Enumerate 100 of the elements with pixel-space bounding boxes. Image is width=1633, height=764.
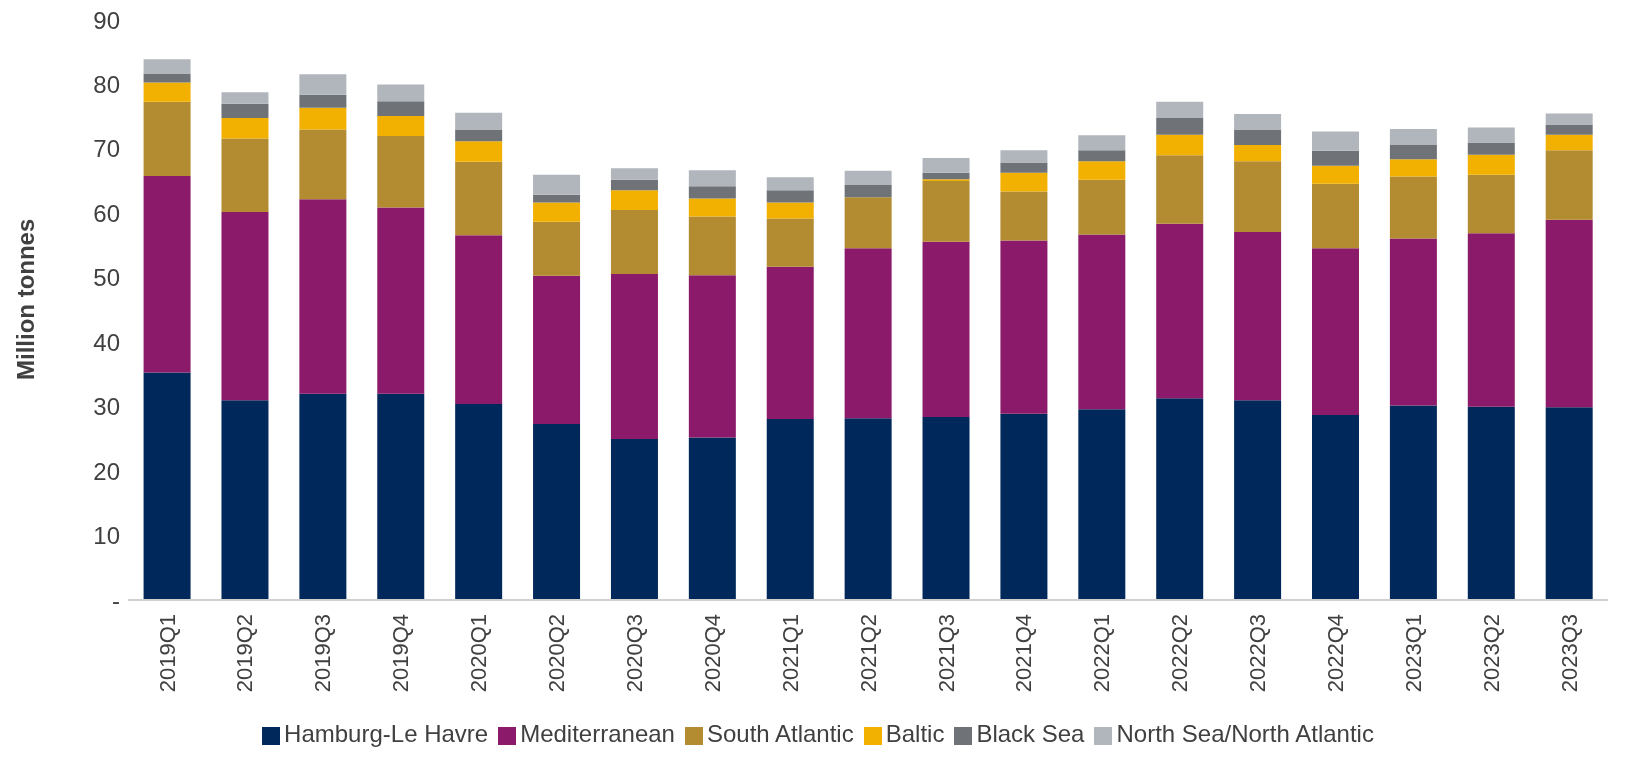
bar bbox=[922, 241, 970, 417]
bar bbox=[610, 438, 658, 600]
bar bbox=[688, 170, 736, 187]
bar bbox=[1545, 150, 1593, 220]
legend-label: Hamburg-Le Havre bbox=[284, 720, 489, 747]
legend-label: Black Sea bbox=[976, 720, 1085, 747]
x-tick-label: 2019Q3 bbox=[310, 614, 336, 693]
bar bbox=[1234, 161, 1282, 233]
bar bbox=[922, 416, 970, 600]
bar bbox=[610, 190, 658, 211]
bar bbox=[1545, 124, 1593, 135]
bar bbox=[1545, 407, 1593, 600]
bar bbox=[143, 175, 191, 373]
bar bbox=[1467, 233, 1515, 407]
x-tick-label: 2022Q4 bbox=[1322, 614, 1348, 693]
bar bbox=[299, 107, 347, 130]
bar bbox=[1156, 117, 1204, 135]
bar bbox=[1234, 114, 1282, 130]
bar bbox=[844, 184, 892, 198]
x-tick-label: 2020Q3 bbox=[621, 614, 647, 693]
y-tick-label: 40 bbox=[93, 328, 120, 356]
bar bbox=[1234, 145, 1282, 162]
bar bbox=[1000, 191, 1048, 241]
bar bbox=[610, 168, 658, 180]
bar bbox=[533, 194, 581, 203]
bar bbox=[1078, 234, 1126, 410]
bar bbox=[922, 157, 970, 173]
bar bbox=[221, 400, 269, 600]
bar bbox=[766, 190, 814, 203]
legend-label: Baltic bbox=[885, 720, 945, 747]
bar bbox=[922, 181, 970, 242]
bar bbox=[1467, 154, 1515, 175]
bar bbox=[1389, 128, 1437, 146]
bar bbox=[221, 92, 269, 104]
bar bbox=[221, 138, 269, 213]
bar bbox=[377, 207, 425, 394]
bar bbox=[533, 424, 581, 600]
bar bbox=[1000, 240, 1048, 414]
bar bbox=[1156, 155, 1204, 224]
bar bbox=[533, 174, 581, 195]
bar bbox=[844, 418, 892, 600]
x-tick-label: 2023Q3 bbox=[1556, 614, 1582, 693]
x-tick-label: 2019Q4 bbox=[388, 614, 414, 693]
bar bbox=[455, 235, 503, 405]
bar bbox=[610, 210, 658, 274]
bar bbox=[844, 170, 892, 185]
bar bbox=[1234, 129, 1282, 146]
bar bbox=[1312, 415, 1359, 600]
x-tick-label: 2020Q1 bbox=[466, 614, 492, 693]
bar bbox=[299, 94, 347, 108]
bar bbox=[766, 218, 814, 267]
bar bbox=[143, 82, 191, 102]
bar bbox=[844, 248, 892, 419]
bar bbox=[143, 101, 191, 176]
bar bbox=[455, 404, 503, 600]
bar bbox=[377, 84, 425, 102]
bar bbox=[299, 74, 347, 95]
x-tick-label: 2020Q2 bbox=[544, 614, 570, 693]
bar bbox=[143, 372, 191, 600]
bar bbox=[1389, 159, 1437, 177]
y-tick-label: 30 bbox=[93, 393, 120, 421]
bar bbox=[688, 198, 736, 217]
bar bbox=[299, 129, 347, 200]
bar bbox=[1389, 176, 1437, 239]
bar bbox=[844, 197, 892, 249]
bar bbox=[455, 161, 503, 236]
bar bbox=[610, 179, 658, 191]
bar bbox=[1545, 134, 1593, 151]
bar bbox=[455, 141, 503, 162]
y-tick-label: 90 bbox=[93, 6, 120, 34]
bar bbox=[143, 73, 191, 83]
bar bbox=[1389, 238, 1437, 406]
bar bbox=[299, 199, 347, 394]
y-tick-label: 10 bbox=[93, 522, 120, 550]
x-tick-label: 2021Q1 bbox=[777, 614, 803, 693]
y-tick-label: 50 bbox=[93, 264, 120, 292]
bar bbox=[922, 172, 970, 180]
bar bbox=[533, 275, 581, 425]
bar bbox=[1156, 398, 1204, 600]
y-tick-label: 60 bbox=[93, 199, 120, 227]
bar bbox=[221, 117, 269, 139]
bar bbox=[377, 136, 425, 208]
bar bbox=[1467, 127, 1515, 143]
bar bbox=[377, 393, 425, 600]
bar bbox=[688, 437, 736, 600]
y-tick-label: 70 bbox=[93, 135, 120, 163]
bar bbox=[377, 101, 425, 117]
x-tick-label: 2021Q3 bbox=[933, 614, 959, 693]
legend-label: North Sea/North Atlantic bbox=[1116, 720, 1374, 747]
bar bbox=[221, 212, 269, 401]
bar bbox=[1234, 400, 1282, 600]
bar bbox=[1389, 405, 1437, 600]
bar bbox=[455, 129, 503, 142]
bar bbox=[1545, 219, 1593, 408]
bar bbox=[221, 103, 269, 118]
bar bbox=[688, 186, 736, 199]
bar bbox=[1312, 150, 1359, 166]
x-tick-label: 2019Q1 bbox=[154, 614, 180, 693]
bar bbox=[766, 202, 814, 219]
bar bbox=[377, 116, 425, 136]
